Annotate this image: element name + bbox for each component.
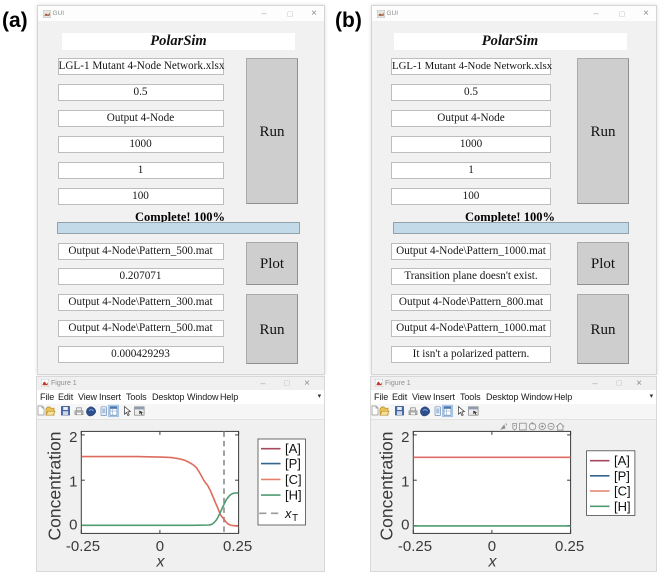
svg-text:x: x bbox=[156, 554, 166, 571]
svg-text:x: x bbox=[488, 554, 498, 571]
svg-text:[A]: [A] bbox=[614, 453, 630, 468]
svg-text:[P]: [P] bbox=[614, 468, 630, 483]
svg-text:0: 0 bbox=[401, 517, 409, 534]
svg-text:0.25: 0.25 bbox=[555, 538, 584, 555]
svg-text:0: 0 bbox=[69, 517, 77, 534]
svg-text:-0.25: -0.25 bbox=[66, 538, 100, 555]
svg-text:[H]: [H] bbox=[614, 499, 631, 514]
svg-text:[C]: [C] bbox=[285, 472, 302, 487]
svg-text:T: T bbox=[292, 513, 298, 524]
svg-text:x: x bbox=[284, 506, 292, 521]
svg-text:[P]: [P] bbox=[285, 456, 301, 471]
svg-text:-0.25: -0.25 bbox=[398, 538, 432, 555]
svg-text:[C]: [C] bbox=[614, 484, 631, 499]
svg-text:[H]: [H] bbox=[285, 488, 302, 503]
svg-text:0: 0 bbox=[488, 538, 496, 555]
svg-text:1: 1 bbox=[401, 474, 409, 491]
svg-text:0: 0 bbox=[156, 538, 164, 555]
svg-text:[A]: [A] bbox=[285, 441, 301, 456]
svg-text:Concentration: Concentration bbox=[377, 432, 397, 541]
svg-text:Concentration: Concentration bbox=[45, 432, 65, 541]
svg-text:1: 1 bbox=[69, 474, 77, 491]
svg-text:0.25: 0.25 bbox=[223, 538, 252, 555]
svg-text:2: 2 bbox=[69, 429, 77, 446]
svg-text:2: 2 bbox=[401, 429, 409, 446]
